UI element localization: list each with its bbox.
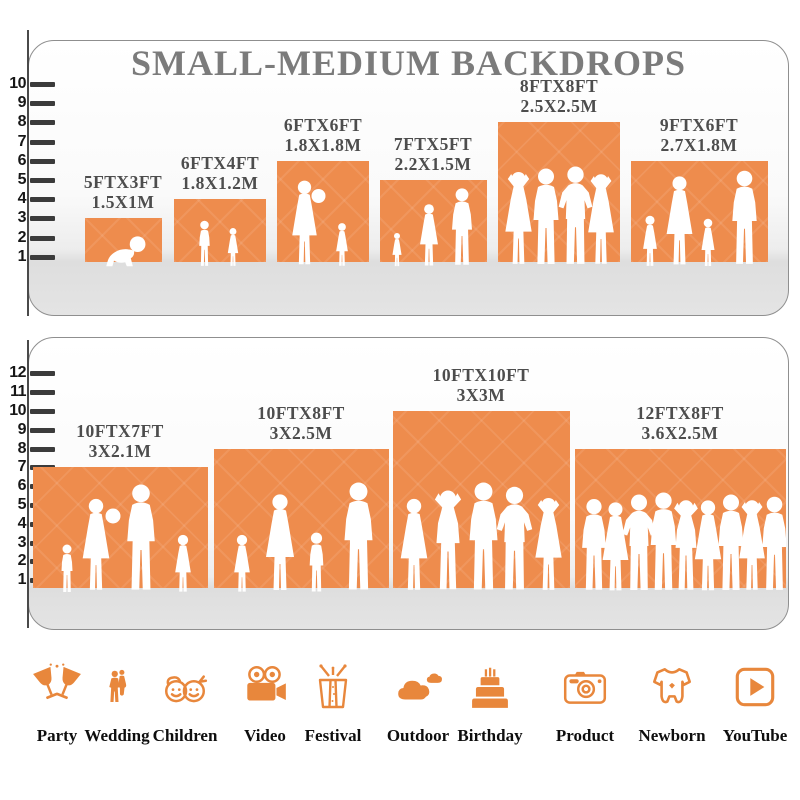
ruler-tick: 7 bbox=[0, 133, 62, 151]
newborn-icon bbox=[652, 667, 692, 704]
category-label: Party bbox=[36, 726, 78, 745]
category-children: Children bbox=[137, 658, 233, 746]
wedding-icon bbox=[109, 669, 127, 702]
backdrop-size-label: 10FTX7FT 3X2.1M bbox=[76, 421, 164, 461]
people-silhouettes bbox=[582, 492, 786, 591]
youtube-icon bbox=[735, 667, 775, 707]
people-silhouettes bbox=[199, 220, 239, 266]
backdrop-10ftx7ft bbox=[33, 467, 208, 592]
ruler-tick: 12 bbox=[0, 364, 62, 382]
category-newborn: Newborn bbox=[624, 658, 720, 746]
category-party: Party bbox=[9, 658, 105, 746]
backdrop-size-label: 7FTX5FT 2.2X1.5M bbox=[393, 134, 473, 174]
children-icon bbox=[165, 675, 208, 703]
ruler-tick: 3 bbox=[0, 209, 62, 227]
backdrop-size-label: 9FTX6FT 2.7X1.8M bbox=[659, 115, 739, 155]
people-silhouettes bbox=[234, 482, 373, 592]
backdrop-size-label: 8FTX8FT 2.5X2.5M bbox=[519, 76, 599, 116]
category-label: Children bbox=[152, 726, 218, 745]
ruler-tick: 11 bbox=[0, 383, 62, 401]
backdrop-9ftx6ft bbox=[631, 161, 768, 266]
birthday-icon bbox=[472, 667, 508, 708]
backdrop-8ftx8ft bbox=[498, 122, 620, 264]
people-silhouettes bbox=[106, 236, 146, 267]
category-label: Newborn bbox=[638, 726, 706, 745]
category-label: Birthday bbox=[457, 726, 523, 745]
category-label: Outdoor bbox=[386, 726, 450, 745]
category-label: YouTube bbox=[722, 726, 788, 745]
people-silhouettes bbox=[292, 180, 348, 266]
ruler-tick: 6 bbox=[0, 152, 62, 170]
category-youtube: YouTube bbox=[707, 658, 800, 746]
category-video: Video bbox=[217, 658, 313, 746]
backdrop-12ftx8ft bbox=[575, 449, 786, 591]
ruler-tick: 8 bbox=[0, 113, 62, 131]
people-silhouettes bbox=[643, 170, 757, 266]
backdrop-size-label: 12FTX8FT 3.6X2.5M bbox=[636, 403, 724, 443]
backdrop-size-label: 6FTX6FT 1.8X1.8M bbox=[283, 115, 363, 155]
people-silhouettes bbox=[505, 166, 614, 264]
category-label: Festival bbox=[304, 726, 362, 745]
category-label: Video bbox=[244, 726, 286, 745]
product-icon bbox=[563, 671, 607, 704]
party-icon bbox=[33, 663, 81, 700]
top-ruler-line bbox=[27, 30, 30, 316]
category-wedding: Wedding bbox=[69, 658, 165, 746]
category-birthday: Birthday bbox=[442, 658, 538, 746]
page-title: SMALL-MEDIUM BACKDROPS bbox=[130, 43, 686, 83]
category-outdoor: Outdoor bbox=[370, 658, 466, 746]
category-product: Product bbox=[537, 658, 633, 746]
ruler-tick: 5 bbox=[0, 171, 62, 189]
backdrop-size-label: 5FTX3FT 1.5X1M bbox=[83, 172, 163, 212]
backdrop-10ftx8ft bbox=[214, 449, 389, 592]
video-icon bbox=[247, 665, 286, 701]
category-label: Wedding bbox=[84, 726, 150, 745]
ruler-tick: 4 bbox=[0, 190, 62, 208]
ruler-tick: 9 bbox=[0, 94, 62, 112]
ruler-tick: 9 bbox=[0, 421, 62, 439]
category-festival: Festival bbox=[285, 658, 381, 746]
backdrop-10ftx10ft bbox=[393, 411, 570, 590]
backdrop-size-label: 10FTX8FT 3X2.5M bbox=[257, 403, 345, 443]
people-silhouettes bbox=[400, 482, 562, 590]
backdrop-size-label: 10FTX10FT 3X3M bbox=[432, 365, 530, 405]
festival-icon bbox=[318, 664, 348, 709]
backdrop-6ftx4ft bbox=[174, 199, 266, 266]
category-label: Product bbox=[555, 726, 615, 745]
people-silhouettes bbox=[392, 188, 472, 267]
ruler-tick: 10 bbox=[0, 75, 62, 93]
ruler-tick: 8 bbox=[0, 440, 62, 458]
ruler-tick: 2 bbox=[0, 229, 62, 247]
ruler-tick: 10 bbox=[0, 402, 62, 420]
backdrop-6ftx6ft bbox=[277, 161, 369, 266]
backdrop-size-label: 6FTX4FT 1.8X1.2M bbox=[180, 153, 260, 193]
ruler-tick: 1 bbox=[0, 248, 62, 266]
backdrop-7ftx5ft bbox=[380, 180, 487, 267]
backdrop-5ftx3ft bbox=[85, 218, 162, 267]
bottom-ruler-line bbox=[27, 340, 30, 628]
people-silhouettes bbox=[61, 484, 191, 592]
outdoor-icon bbox=[398, 673, 442, 700]
